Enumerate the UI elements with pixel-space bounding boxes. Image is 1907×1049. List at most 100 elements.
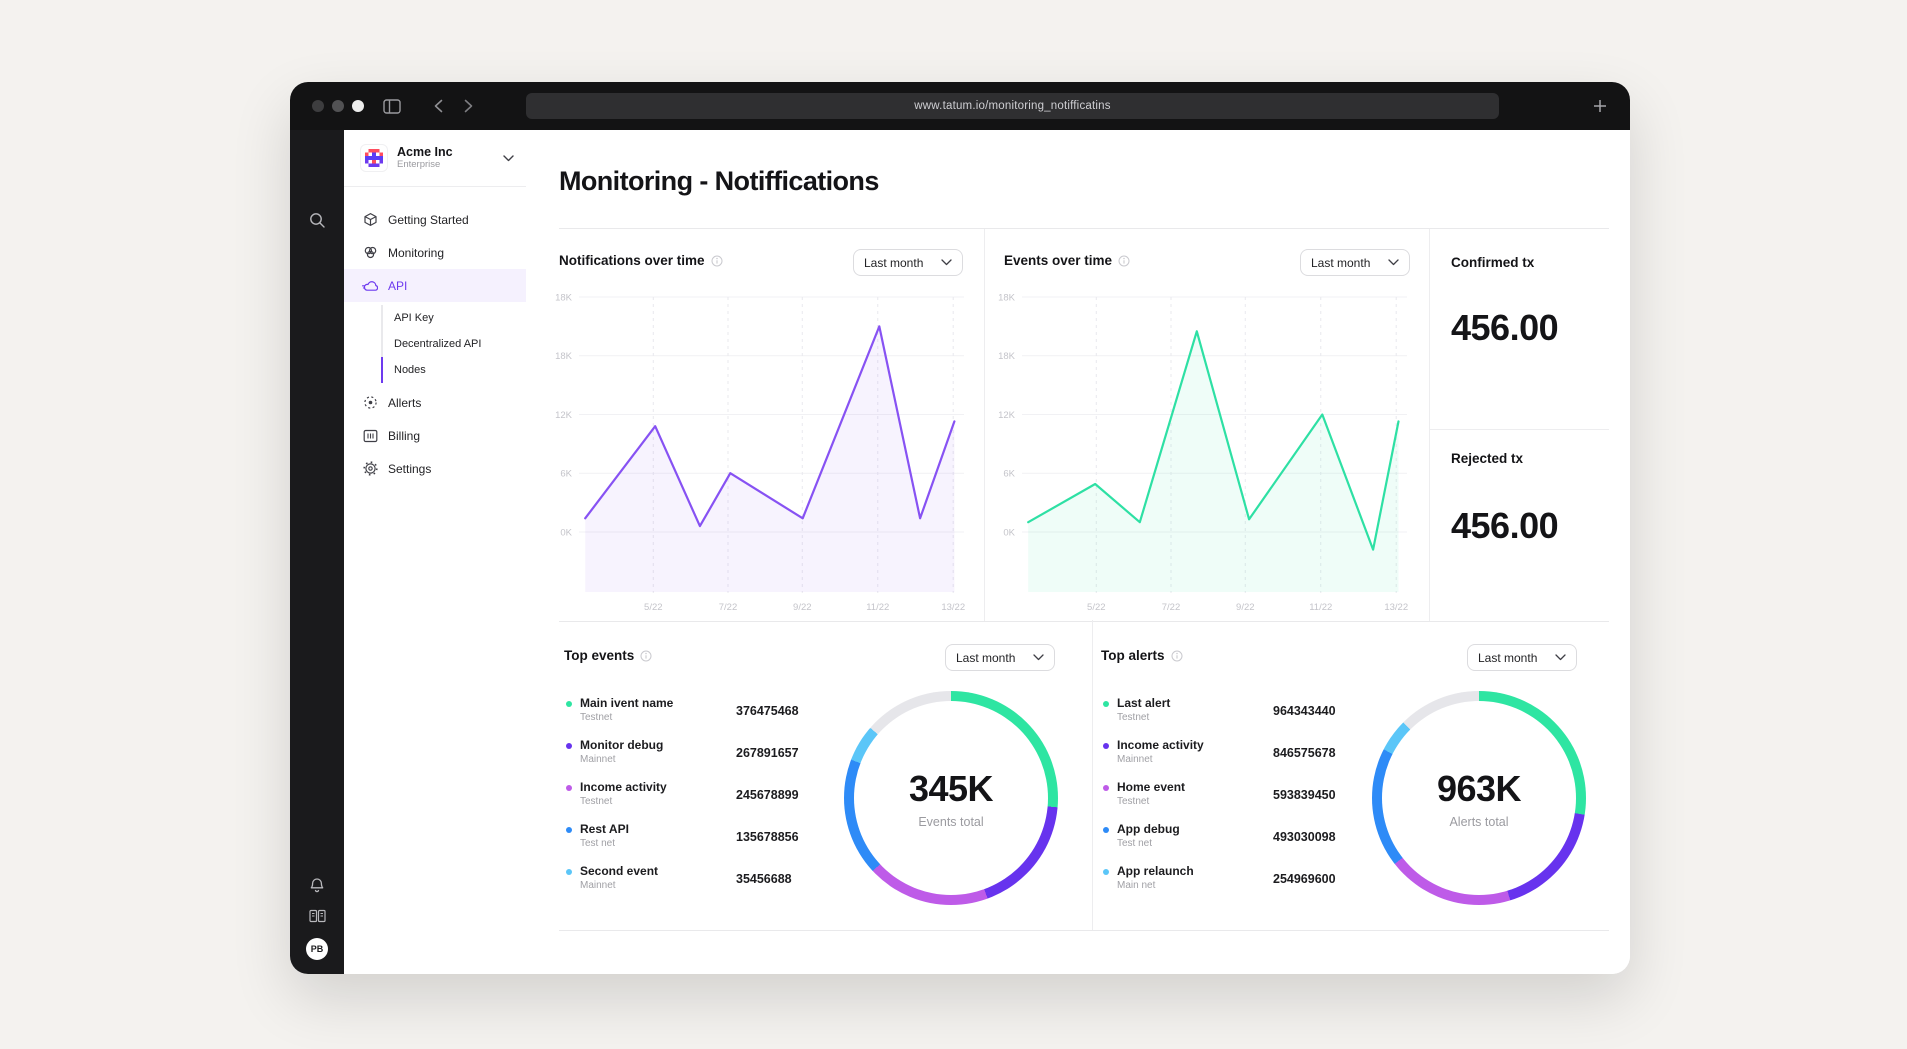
svg-text:18K: 18K [998,351,1016,362]
sidebar-subitem-api-key[interactable]: API Key [381,305,526,331]
legend-dot [1103,743,1109,749]
top-events-title: Top events [564,648,652,663]
search-icon[interactable] [309,212,326,234]
confirmed-tx-value: 456.00 [1451,307,1559,348]
forward-icon[interactable] [458,96,478,116]
sidebar-item-alerts[interactable]: Allerts [344,386,526,419]
rejected-tx-label: Rejected tx [1451,451,1524,466]
back-icon[interactable] [428,96,448,116]
sidebar-item-monitoring[interactable]: Monitoring [344,236,526,269]
svg-text:18K: 18K [555,292,573,303]
info-icon[interactable] [640,650,652,662]
legend-dot [1103,827,1109,833]
legend-dot [566,827,572,833]
sidebar-item-settings[interactable]: Settings [344,452,526,485]
svg-text:7/22: 7/22 [1162,602,1181,613]
subitem-label: Decentralized API [394,338,482,350]
charts-row: Notifications over time Last month 18K 18… [555,228,1609,622]
divider [1092,620,1093,930]
url-text: www.tatum.io/monitoring_notifficatins [914,100,1111,112]
cloud-icon [362,278,378,294]
notifications-line-chart: 18K 18K 12K 6K 0K 5/22 7/22 9/22 11/22 13/22 [555,292,965,613]
legend-item: Monitor debug Mainnet 267891657 [564,734,854,776]
svg-text:18K: 18K [998,292,1016,303]
docs-icon[interactable] [308,909,326,928]
sidebar-item-getting-started[interactable]: Getting Started [344,203,526,236]
rail-bottom-group: PB [306,877,328,960]
main-content: Monitoring - Notiffications Notification… [526,130,1630,974]
legend-dot [1103,701,1109,707]
org-logo [360,144,388,172]
chevron-down-icon [503,149,514,167]
top-events-period-dropdown[interactable]: Last month [945,644,1055,671]
avatar[interactable]: PB [306,938,328,960]
subitem-label: Nodes [394,364,426,376]
events-chart-title: Events over time [1004,253,1130,268]
info-icon[interactable] [711,255,723,267]
tops-row: Top events Last month Main ivent name Te… [559,620,1609,931]
legend-item: Income activity Testnet 245678899 [564,776,854,818]
alerts-total-label: Alerts total [1449,814,1509,829]
top-alerts-legend: Last alert Testnet 964343440 Income acti… [1101,692,1391,902]
icon-rail: PB [290,130,344,974]
legend-dot [566,785,572,791]
minimize-window-button[interactable] [332,100,344,112]
svg-text:13/22: 13/22 [1384,602,1408,613]
top-events-legend: Main ivent name Testnet 376475468 Monito… [564,692,854,902]
sidebar-subitem-nodes[interactable]: Nodes [381,357,526,383]
sidebar-subitem-decentralized-api[interactable]: Decentralized API [381,331,526,357]
svg-text:6K: 6K [560,469,572,480]
browser-window: www.tatum.io/monitoring_notifficatins PB [290,82,1630,974]
legend-item: App debug Test net 493030098 [1101,818,1391,860]
nav: Getting Started Monitoring API API Key [344,187,526,485]
cube-icon [362,212,378,228]
sidebar-item-api[interactable]: API [344,269,526,302]
legend-item: Home event Testnet 593839450 [1101,776,1391,818]
events-total: 345K [908,767,994,809]
divider [1429,229,1430,621]
legend-item: Income activity Mainnet 846575678 [1101,734,1391,776]
billing-icon [362,428,378,444]
sidebar-item-label: Monitoring [388,245,445,260]
org-switcher[interactable]: Acme Inc Enterprise [344,130,526,187]
alerts-total: 963K [1436,767,1522,809]
svg-text:18K: 18K [555,351,573,362]
alerts-donut-chart: 963K Alerts total [1372,691,1586,905]
sidebar-item-label: API [388,278,408,293]
bell-icon[interactable] [309,877,325,899]
new-tab-icon[interactable] [1590,96,1610,116]
notifications-period-dropdown[interactable]: Last month [853,249,963,276]
sidebar-toggle-icon[interactable] [382,96,402,116]
gear-icon [362,461,378,477]
sidebar: Acme Inc Enterprise Getting Started Moni… [344,130,527,974]
svg-text:11/22: 11/22 [1309,602,1332,613]
svg-text:9/22: 9/22 [793,602,812,613]
svg-text:0K: 0K [1003,528,1015,539]
events-period-dropdown[interactable]: Last month [1300,249,1410,276]
svg-text:7/22: 7/22 [719,602,738,613]
top-alerts-title: Top alerts [1101,648,1183,663]
svg-text:9/22: 9/22 [1236,602,1255,613]
zoom-window-button[interactable] [352,100,364,112]
legend-item: Second event Mainnet 35456688 [564,860,854,902]
legend-item: Main ivent name Testnet 376475468 [564,692,854,734]
close-window-button[interactable] [312,100,324,112]
top-alerts-period-dropdown[interactable]: Last month [1467,644,1577,671]
org-plan: Enterprise [397,158,441,170]
events-total-label: Events total [918,814,984,829]
monitoring-icon [362,245,378,261]
info-icon[interactable] [1171,650,1183,662]
chevron-down-icon [1033,654,1044,661]
sidebar-item-billing[interactable]: Billing [344,419,526,452]
info-icon[interactable] [1118,255,1130,267]
legend-item: Rest API Test net 135678856 [564,818,854,860]
page-title: Monitoring - Notiffications [559,166,879,196]
sidebar-item-label: Billing [388,428,421,443]
svg-text:0K: 0K [560,528,572,539]
url-bar[interactable]: www.tatum.io/monitoring_notifficatins [526,93,1499,119]
chevron-down-icon [1388,259,1399,266]
divider [1430,429,1609,430]
browser-topbar: www.tatum.io/monitoring_notifficatins [290,82,1630,130]
svg-text:5/22: 5/22 [1087,602,1106,613]
subitem-label: API Key [394,312,434,324]
